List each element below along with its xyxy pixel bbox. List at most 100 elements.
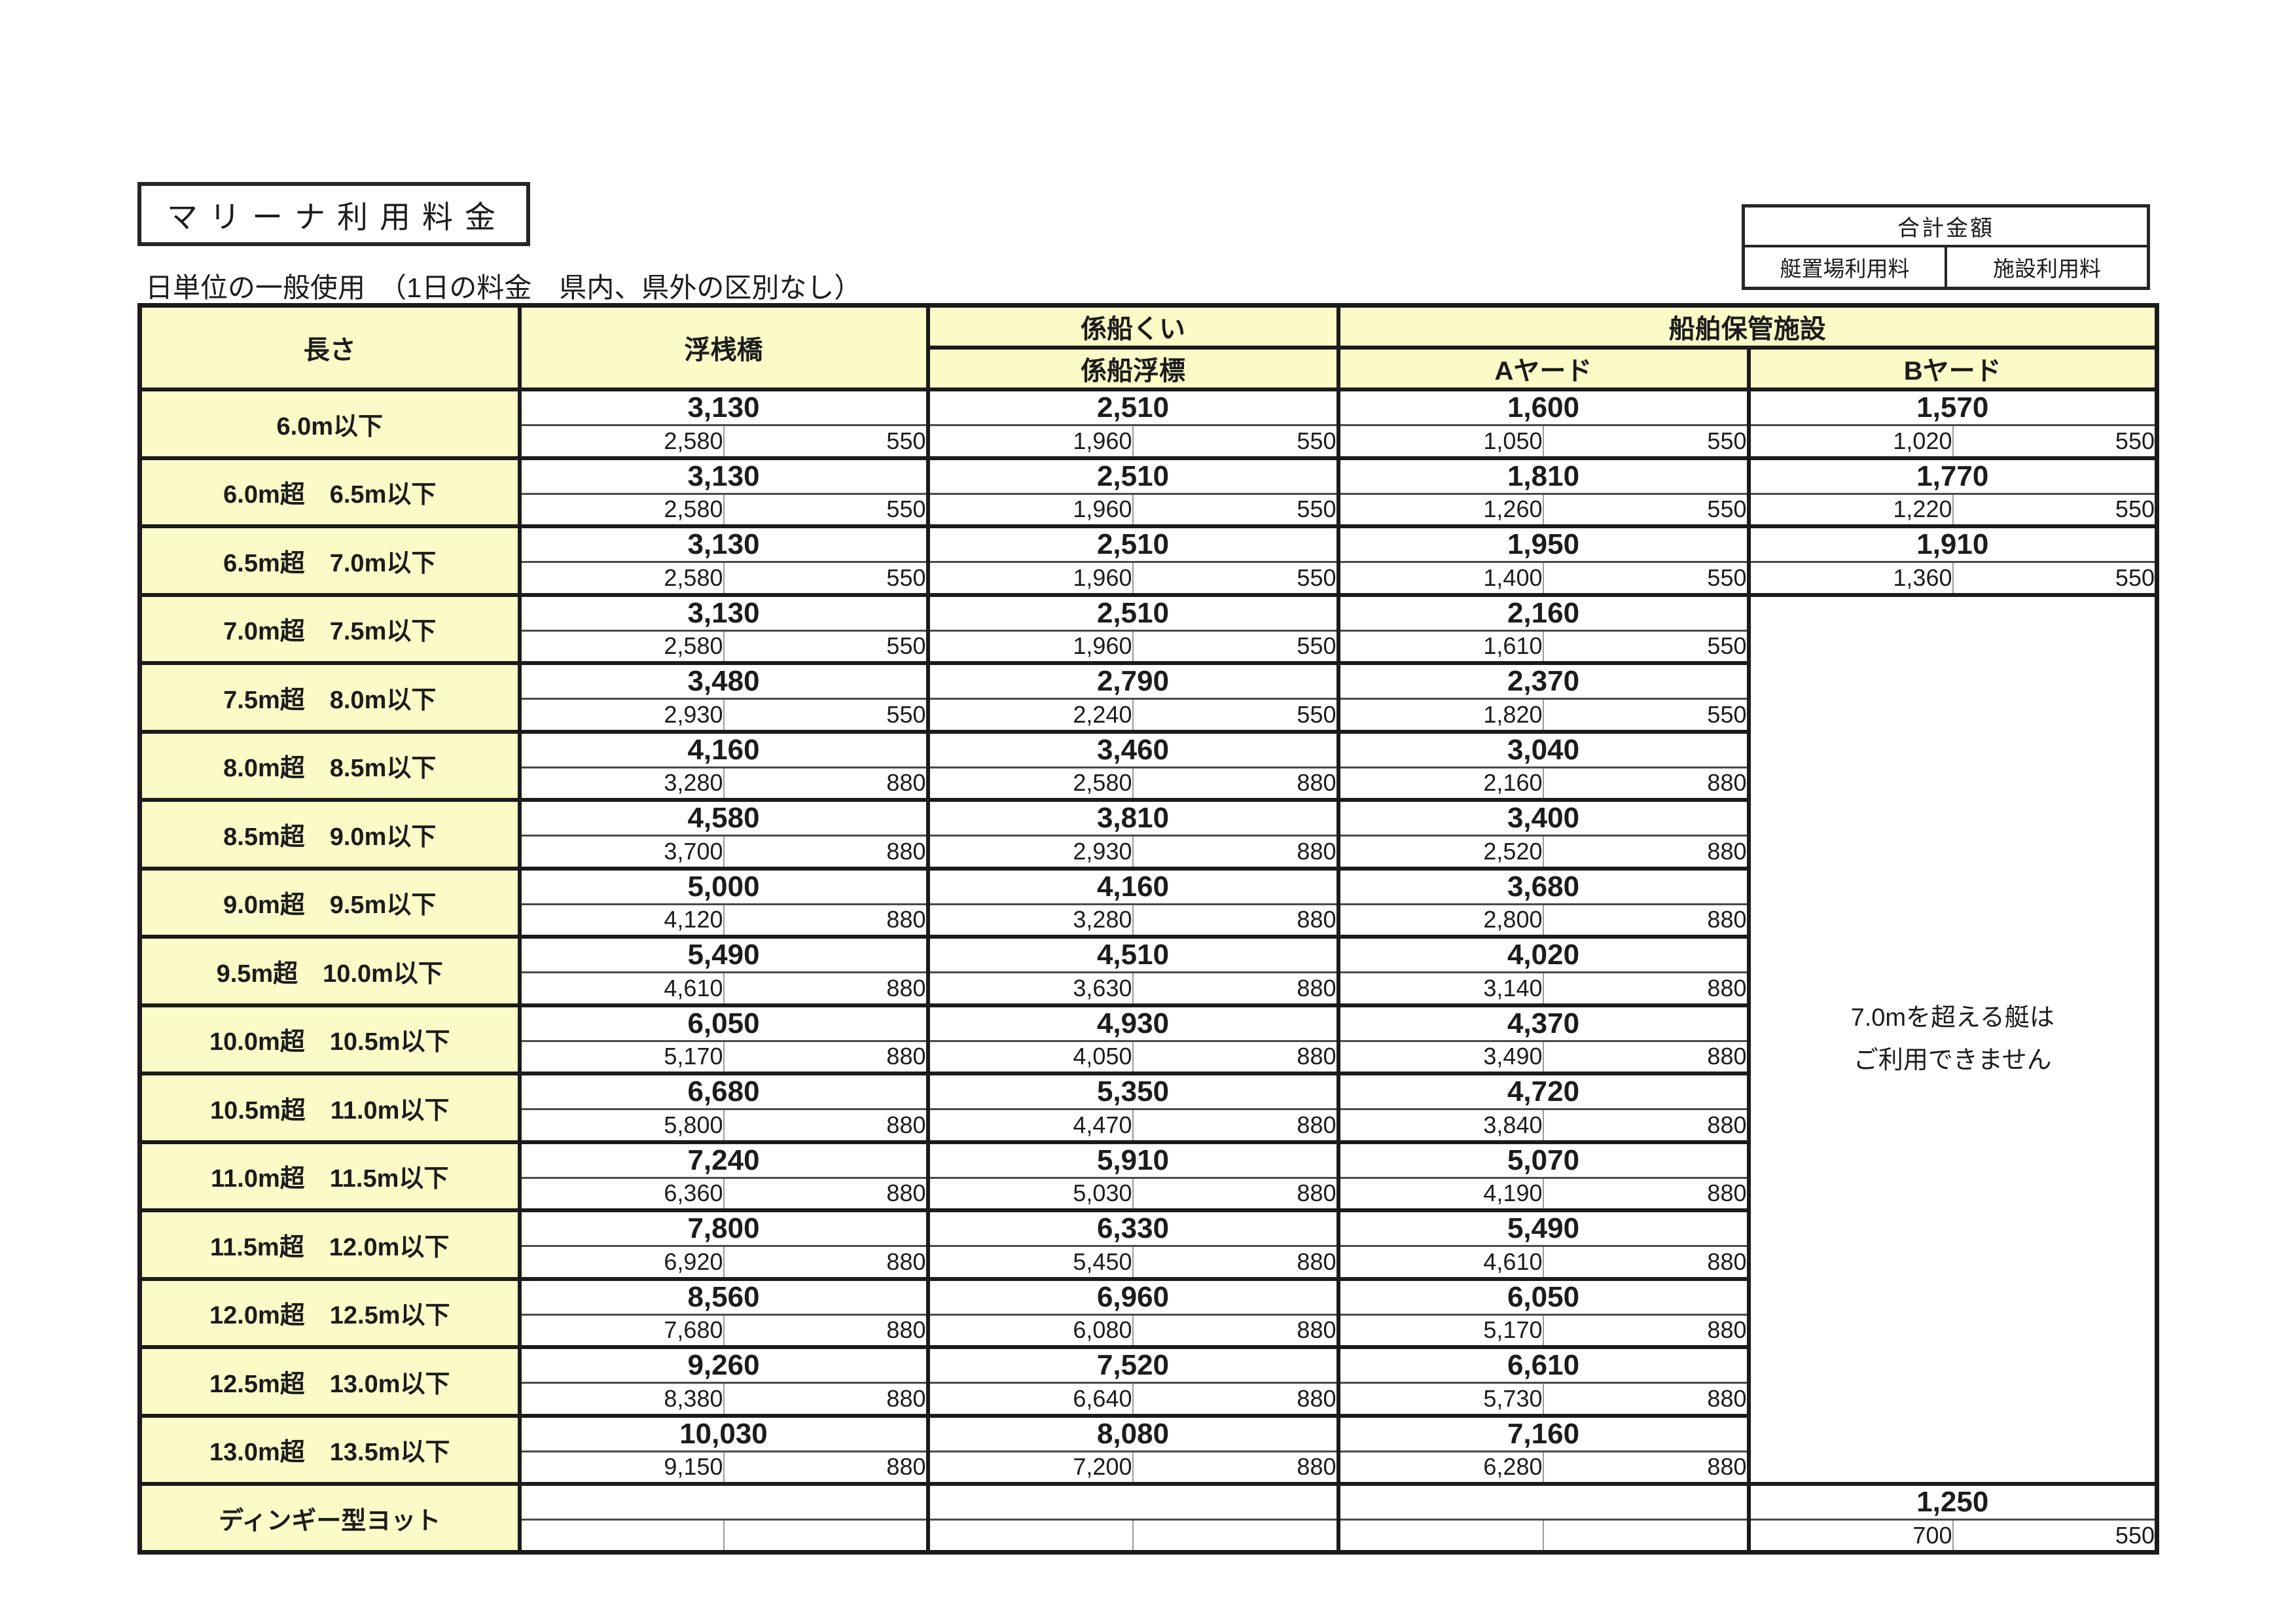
yard_a-total-fee: 1,600 bbox=[1336, 387, 1749, 426]
fee-row-totals: 9.5m超 10.0m以下 5,490 4,510 4,020 bbox=[139, 935, 2157, 1005]
header-length: 長さ bbox=[139, 305, 520, 391]
pile-total-fee: 4,160 bbox=[925, 866, 1338, 905]
yard_a-facility-fee: 880 bbox=[1707, 1453, 1747, 1481]
header-pontoon: 浮桟橋 bbox=[517, 305, 928, 391]
facility-fee-label: 施設利用料 bbox=[1945, 247, 2147, 287]
total-amount-box: 合計金額 艇置場利用料 施設利用料 bbox=[1742, 204, 2150, 290]
yard_b-berth-fee: 1,020 bbox=[1746, 425, 1954, 458]
berth-fee-label: 艇置場利用料 bbox=[1780, 257, 1910, 281]
pile-berth-fee: 2,240 bbox=[925, 698, 1134, 732]
pile-berth-fee: 2,930 bbox=[925, 835, 1134, 869]
pontoon-total-fee: 8,560 bbox=[517, 1276, 928, 1316]
pile-total-fee: 4,510 bbox=[925, 935, 1338, 973]
pontoon-facility-fee: 880 bbox=[886, 1111, 926, 1138]
yard_a-berth-fee: 5,170 bbox=[1336, 1314, 1544, 1347]
row-label: 6.0m超 6.5m以下 bbox=[139, 456, 522, 526]
fee-row-components: 4,610 880 3,630 880 3,140 880 bbox=[140, 972, 2157, 1005]
yard_a-facility-fee: 550 bbox=[1707, 632, 1747, 660]
yard_a-facility-fee: 550 bbox=[1707, 427, 1747, 454]
yard_a-total-fee: 4,720 bbox=[1336, 1072, 1749, 1110]
fee-row-totals: 12.5m超 13.0m以下 9,260 7,520 6,610 bbox=[139, 1345, 2157, 1416]
pontoon-berth-fee: 4,610 bbox=[517, 972, 725, 1005]
header-storage: 船舶保管施設 bbox=[1336, 305, 2157, 350]
yard_a-facility-fee: 880 bbox=[1707, 906, 1747, 933]
pile-facility-fee: 550 bbox=[1297, 564, 1336, 591]
pontoon-berth-fee: 8,380 bbox=[517, 1382, 725, 1416]
pontoon-berth-fee: 4,120 bbox=[517, 904, 725, 937]
pontoon-facility-fee bbox=[724, 1520, 928, 1553]
pontoon-berth-fee: 6,920 bbox=[517, 1246, 725, 1279]
row-label: 10.0m超 10.5m以下 bbox=[139, 1003, 522, 1073]
pontoon-berth-fee bbox=[517, 1519, 725, 1553]
pile-facility-fee: 880 bbox=[1297, 1384, 1336, 1412]
pile-berth-fee: 1,960 bbox=[925, 494, 1134, 526]
yard_b-total-fee: 1,250 bbox=[1746, 1482, 2157, 1521]
pile-berth-fee: 1,960 bbox=[925, 630, 1134, 663]
yard_a-total-fee: 7,160 bbox=[1336, 1413, 1749, 1452]
yard_a-berth-fee: 3,490 bbox=[1336, 1041, 1544, 1073]
pontoon-total-fee: 10,030 bbox=[517, 1413, 928, 1452]
pontoon-facility-fee: 880 bbox=[886, 837, 926, 865]
row-label: 13.0m超 13.5m以下 bbox=[139, 1413, 522, 1484]
pontoon-facility-fee: 880 bbox=[886, 769, 926, 797]
pile-total-fee: 5,350 bbox=[925, 1072, 1338, 1110]
yard_a-berth-fee: 4,190 bbox=[1336, 1178, 1544, 1210]
row-label: 8.0m超 8.5m以下 bbox=[139, 729, 522, 800]
yard_b-facility-fee: 550 bbox=[2115, 496, 2155, 523]
fee-row-components: 5,800 880 4,470 880 3,840 880 bbox=[140, 1109, 2157, 1142]
pontoon-facility-fee: 880 bbox=[886, 1453, 926, 1481]
pile-total-fee: 5,910 bbox=[925, 1140, 1338, 1179]
pile-total-fee bbox=[925, 1482, 1338, 1521]
yard_a-facility-fee: 550 bbox=[1707, 496, 1747, 523]
fee-row-components: 2,580 550 1,960 550 1,050 550 1,020 550 bbox=[140, 425, 2157, 458]
pile-facility-fee: 880 bbox=[1297, 1248, 1336, 1275]
pile-total-fee: 3,460 bbox=[925, 729, 1338, 768]
pile-total-fee: 8,080 bbox=[925, 1413, 1338, 1452]
row-label: 6.0m以下 bbox=[139, 387, 522, 458]
pontoon-total-fee: 3,130 bbox=[517, 456, 928, 495]
fee-row-components: 7,680 880 6,080 880 5,170 880 bbox=[140, 1314, 2157, 1347]
row-label: 7.0m超 7.5m以下 bbox=[139, 592, 522, 663]
pontoon-total-fee bbox=[517, 1482, 928, 1521]
yard_b-total-fee: 1,910 bbox=[1746, 524, 2157, 563]
pontoon-total-fee: 9,260 bbox=[517, 1345, 928, 1384]
yard_a-berth-fee: 5,730 bbox=[1336, 1382, 1544, 1416]
pile-berth-fee: 5,030 bbox=[925, 1178, 1134, 1210]
pontoon-facility-fee: 550 bbox=[886, 564, 926, 591]
pontoon-berth-fee: 7,680 bbox=[517, 1314, 725, 1347]
yard_a-total-fee bbox=[1336, 1482, 1749, 1521]
yard_a-facility-fee: 880 bbox=[1707, 974, 1747, 1001]
fee-row-totals: 10.5m超 11.0m以下 6,680 5,350 4,720 bbox=[139, 1072, 2157, 1142]
yard_a-berth-fee: 1,610 bbox=[1336, 630, 1544, 663]
pile-facility-fee: 550 bbox=[1297, 632, 1336, 660]
yard_a-total-fee: 1,810 bbox=[1336, 456, 1749, 495]
pontoon-total-fee: 5,000 bbox=[517, 866, 928, 905]
yard_a-facility-fee: 880 bbox=[1707, 769, 1747, 797]
pile-total-fee: 6,330 bbox=[925, 1208, 1338, 1247]
yard_a-berth-fee: 1,400 bbox=[1336, 562, 1544, 595]
pontoon-facility-fee: 550 bbox=[886, 700, 926, 728]
yard_a-berth-fee: 2,800 bbox=[1336, 904, 1544, 937]
header-mooring-buoy: 係船浮標 bbox=[925, 346, 1338, 391]
yard_a-total-fee: 4,020 bbox=[1336, 935, 1749, 973]
pile-total-fee: 2,510 bbox=[925, 592, 1338, 632]
pile-facility-fee: 880 bbox=[1297, 1316, 1336, 1344]
yard-b-unavailable-note: 7.0mを超える艇は ご利用できません bbox=[1746, 592, 2157, 1484]
fee-row-components: 2,580 550 1,960 550 1,610 550 bbox=[140, 630, 2157, 663]
row-label: 6.5m超 7.0m以下 bbox=[139, 524, 522, 595]
pile-facility-fee: 880 bbox=[1297, 1453, 1336, 1481]
yard_a-berth-fee bbox=[1336, 1519, 1544, 1553]
yard_a-total-fee: 6,050 bbox=[1336, 1276, 1749, 1316]
pontoon-facility-fee: 550 bbox=[886, 632, 926, 660]
fee-row-components: 700 550 bbox=[140, 1519, 2157, 1553]
pile-total-fee: 3,810 bbox=[925, 798, 1338, 837]
row-label: 11.5m超 12.0m以下 bbox=[139, 1208, 522, 1279]
pontoon-total-fee: 7,800 bbox=[517, 1208, 928, 1247]
pile-berth-fee: 6,640 bbox=[925, 1382, 1134, 1416]
yard_a-facility-fee: 880 bbox=[1707, 1180, 1747, 1207]
yard_b-berth-fee: 1,360 bbox=[1746, 562, 1954, 595]
fee-row-components: 9,150 880 7,200 880 6,280 880 bbox=[140, 1451, 2157, 1484]
pontoon-berth-fee: 3,280 bbox=[517, 767, 725, 800]
fee-row-totals: 10.0m超 10.5m以下 6,050 4,930 4,370 bbox=[139, 1003, 2157, 1073]
yard_a-berth-fee: 1,820 bbox=[1336, 698, 1544, 732]
